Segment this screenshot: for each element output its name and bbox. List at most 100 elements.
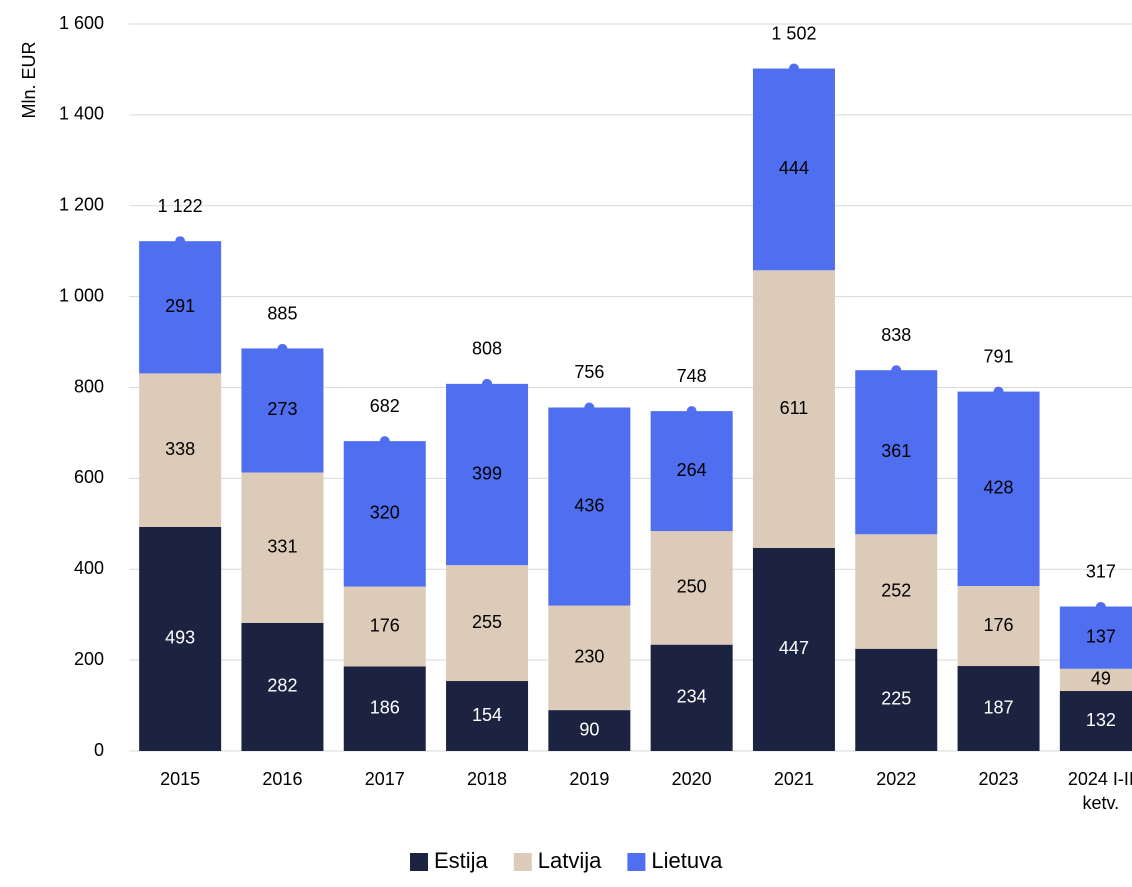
bar-segment bbox=[446, 565, 529, 682]
data-label: 176 bbox=[984, 615, 1014, 635]
bar-segment bbox=[446, 681, 529, 751]
data-label: 611 bbox=[780, 398, 809, 418]
bar-segment bbox=[957, 391, 1040, 587]
y-tick-label: 1 600 bbox=[59, 13, 104, 33]
y-tick-label: 200 bbox=[74, 649, 104, 669]
bar-segment bbox=[139, 373, 222, 527]
y-tick-label: 0 bbox=[94, 740, 104, 760]
data-label: 436 bbox=[574, 495, 604, 515]
total-marker bbox=[482, 378, 493, 389]
total-marker bbox=[175, 236, 186, 247]
total-label: 808 bbox=[472, 339, 502, 359]
x-tick-box: 2020 bbox=[671, 769, 712, 789]
bar-segment bbox=[752, 68, 835, 271]
bar-segment bbox=[855, 648, 938, 751]
x-tick-box: 2021 bbox=[773, 769, 814, 789]
legend-label: Latvija bbox=[538, 848, 602, 873]
bar-segment bbox=[957, 666, 1040, 751]
x-tick-label: 2015 bbox=[160, 769, 201, 789]
data-label: 282 bbox=[267, 676, 297, 696]
y-tick-label: 1 200 bbox=[59, 195, 104, 215]
data-label: 255 bbox=[472, 612, 502, 632]
x-tick-label: 2018 bbox=[467, 769, 508, 789]
data-label: 493 bbox=[165, 628, 195, 648]
bar-segment bbox=[343, 441, 426, 587]
bar-segment bbox=[1059, 691, 1132, 751]
x-tick-box: 2022 bbox=[876, 769, 917, 789]
bar-segment bbox=[241, 472, 324, 623]
data-label: 137 bbox=[1086, 626, 1116, 646]
data-label: 90 bbox=[579, 719, 599, 739]
total-marker bbox=[277, 343, 288, 354]
y-tick-label: 1 000 bbox=[59, 285, 104, 305]
bar-segment bbox=[139, 526, 222, 751]
total-marker bbox=[379, 436, 390, 447]
x-tick-label: 2022 bbox=[876, 769, 917, 789]
bar-segment bbox=[650, 531, 733, 645]
data-label: 320 bbox=[370, 503, 400, 523]
bar-segment bbox=[752, 270, 835, 548]
data-label: 132 bbox=[1086, 710, 1116, 730]
bar-segment bbox=[548, 605, 631, 711]
bar-segment bbox=[343, 666, 426, 751]
data-label: 291 bbox=[165, 296, 195, 316]
total-marker bbox=[788, 63, 799, 74]
data-label: 176 bbox=[370, 615, 400, 635]
total-marker bbox=[584, 402, 595, 413]
bar-segment bbox=[1059, 668, 1132, 692]
total-label: 838 bbox=[881, 325, 911, 345]
data-label: 186 bbox=[370, 697, 400, 717]
x-tick-label: 2017 bbox=[364, 769, 405, 789]
total-label: 756 bbox=[574, 362, 604, 382]
x-tick-label: 2023 bbox=[978, 769, 1019, 789]
data-label: 187 bbox=[984, 697, 1014, 717]
legend-swatch bbox=[410, 853, 428, 871]
bar-segment bbox=[343, 586, 426, 667]
data-label: 252 bbox=[881, 580, 911, 600]
data-label: 250 bbox=[677, 577, 707, 597]
total-label: 791 bbox=[984, 346, 1014, 366]
total-label: 885 bbox=[267, 304, 297, 324]
data-label: 225 bbox=[881, 689, 911, 709]
bar-segment bbox=[650, 644, 733, 751]
data-label: 361 bbox=[881, 441, 911, 461]
total-marker bbox=[686, 406, 697, 417]
x-tick-box: 2015 bbox=[160, 769, 201, 789]
legend-swatch bbox=[627, 853, 646, 871]
data-label: 273 bbox=[267, 399, 297, 419]
legend-swatch bbox=[513, 853, 532, 871]
x-tick-label: 2016 bbox=[262, 769, 303, 789]
legend-label: Estija bbox=[434, 848, 489, 873]
data-label: 399 bbox=[472, 463, 502, 483]
data-label: 234 bbox=[677, 687, 707, 707]
bar-segment bbox=[446, 383, 529, 566]
x-tick-box: 2016 bbox=[262, 769, 303, 789]
bar-segment bbox=[548, 710, 631, 751]
bar-segment bbox=[241, 348, 324, 473]
y-tick-label: 600 bbox=[74, 467, 104, 487]
data-label: 230 bbox=[574, 647, 604, 667]
data-label: 444 bbox=[779, 158, 809, 178]
data-label: 154 bbox=[472, 705, 502, 725]
total-label: 748 bbox=[677, 366, 707, 386]
y-tick-label: 400 bbox=[74, 558, 104, 578]
total-label: 317 bbox=[1086, 562, 1116, 582]
bar-segment bbox=[957, 586, 1040, 667]
bar-segment bbox=[650, 411, 733, 532]
total-label: 1 502 bbox=[771, 23, 816, 43]
data-label: 338 bbox=[165, 439, 195, 459]
x-tick-box: 2023 bbox=[978, 769, 1019, 789]
bar-segment bbox=[241, 622, 324, 751]
data-label: 49 bbox=[1091, 669, 1111, 689]
x-tick-label: 2021 bbox=[773, 769, 814, 789]
bar-segment bbox=[855, 370, 938, 535]
total-label: 1 122 bbox=[158, 196, 203, 216]
total-marker bbox=[1095, 601, 1106, 612]
x-tick-label: 2019 bbox=[569, 769, 610, 789]
bar-segment bbox=[855, 534, 938, 649]
x-tick-box: 2019 bbox=[569, 769, 610, 789]
y-tick-label: 1 400 bbox=[59, 104, 104, 124]
x-tick-label: 2020 bbox=[671, 769, 712, 789]
total-marker bbox=[891, 365, 902, 376]
